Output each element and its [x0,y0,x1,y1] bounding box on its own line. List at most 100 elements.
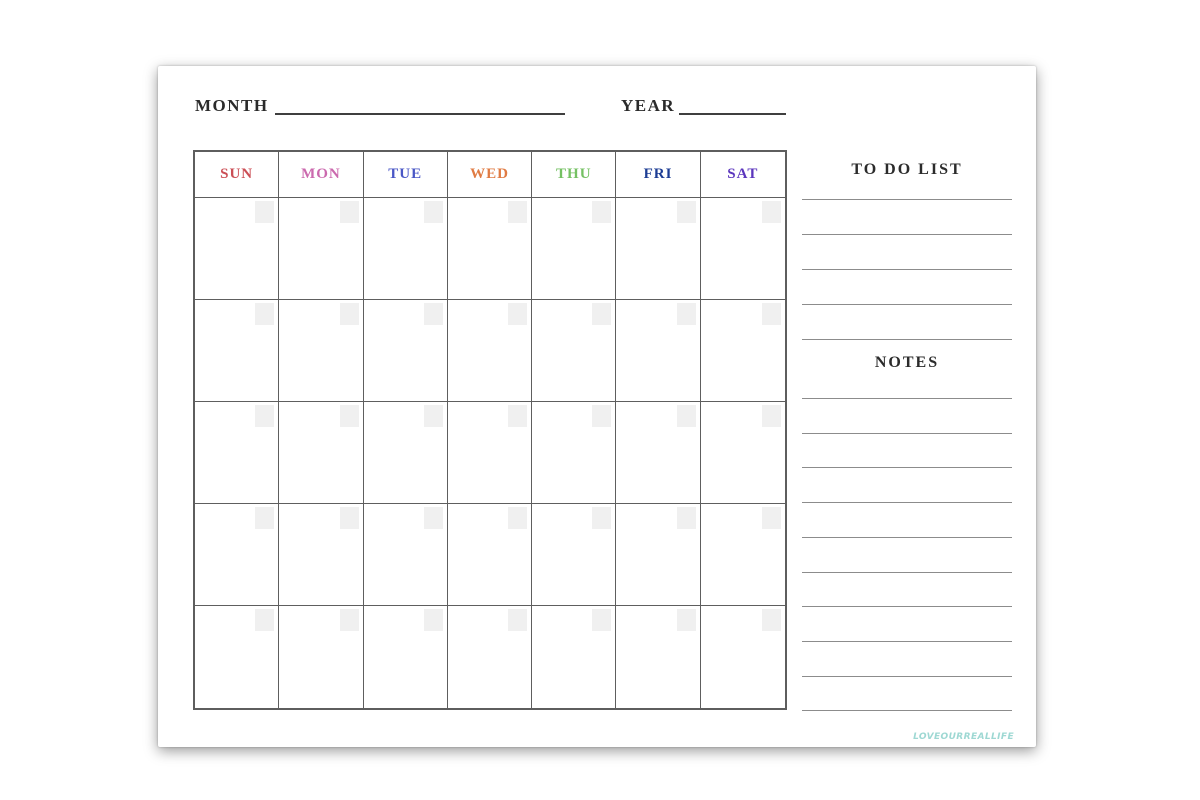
todo-line-4[interactable] [802,304,1012,305]
date-number-box [423,303,443,325]
calendar-grid: SUN MON TUE WED THU FRI SAT [193,150,787,710]
date-number-box [339,507,359,529]
date-number-box [508,201,528,223]
date-number-box [508,507,528,529]
calendar-cell-r2-c7[interactable] [700,300,785,402]
calendar-cell-r5-c7[interactable] [700,606,785,708]
day-header-sun: SUN [195,152,280,198]
calendar-cell-r5-c2[interactable] [279,606,364,708]
calendar-cell-r4-c3[interactable] [363,504,448,606]
date-number-box [761,507,781,529]
month-label: MONTH [195,96,269,115]
calendar-cell-r3-c2[interactable] [279,402,364,504]
calendar-cell-r3-c3[interactable] [363,402,448,504]
calendar-cell-r1-c2[interactable] [279,198,364,300]
calendar-cell-r5-c4[interactable] [447,606,533,708]
notes-line-5[interactable] [802,537,1012,538]
calendar-cell-r3-c1[interactable] [195,402,280,504]
todo-line-2[interactable] [802,234,1012,235]
date-number-box [676,609,696,631]
date-number-box [508,609,528,631]
notes-line-6[interactable] [802,572,1012,573]
day-header-wed: WED [447,152,533,198]
calendar-cell-r5-c5[interactable] [532,606,617,708]
calendar-page: MONTH YEAR SUN MON TUE WED THU FRI SAT TO DO L… [158,66,1036,747]
day-header-mon: MON [279,152,364,198]
calendar-cell-r4-c4[interactable] [447,504,533,606]
date-number-box [339,303,359,325]
calendar-cell-r5-c3[interactable] [363,606,448,708]
calendar-cell-r1-c7[interactable] [700,198,785,300]
notes-line-8[interactable] [802,641,1012,642]
date-number-box [508,303,528,325]
calendar-cell-r1-c3[interactable] [363,198,448,300]
date-number-box [592,405,612,427]
day-header-thu: THU [532,152,617,198]
date-number-box [255,303,275,325]
calendar-cell-r4-c2[interactable] [279,504,364,606]
todo-line-5[interactable] [802,339,1012,340]
day-header-fri: FRI [616,152,701,198]
date-number-box [255,405,275,427]
date-number-box [423,405,443,427]
month-input-line[interactable] [275,113,565,115]
date-number-box [423,201,443,223]
notes-title: NOTES [874,354,940,371]
todo-line-1[interactable] [802,199,1012,200]
calendar-cell-r4-c6[interactable] [616,504,701,606]
year-label: YEAR [621,96,676,115]
todo-line-3[interactable] [802,269,1012,270]
date-number-box [339,201,359,223]
notes-line-9[interactable] [802,676,1012,677]
calendar-cell-r3-c5[interactable] [532,402,617,504]
date-number-box [676,405,696,427]
notes-line-4[interactable] [802,502,1012,503]
date-number-box [255,609,275,631]
notes-line-2[interactable] [802,433,1012,434]
notes-line-3[interactable] [802,467,1012,468]
todo-list-title: TO DO LIST [851,161,963,178]
calendar-cell-r2-c5[interactable] [532,300,617,402]
date-number-box [592,303,612,325]
date-number-box [761,201,781,223]
notes-line-10[interactable] [802,710,1012,711]
calendar-cell-r1-c6[interactable] [616,198,701,300]
notes-line-7[interactable] [802,606,1012,607]
calendar-cell-r3-c7[interactable] [700,402,785,504]
date-number-box [592,201,612,223]
calendar-cell-r2-c2[interactable] [279,300,364,402]
day-header-tue: TUE [363,152,448,198]
calendar-cell-r1-c4[interactable] [447,198,533,300]
date-number-box [423,507,443,529]
calendar-cell-r1-c5[interactable] [532,198,617,300]
calendar-cell-r2-c1[interactable] [195,300,280,402]
date-number-box [761,609,781,631]
date-number-box [255,201,275,223]
sidebar: TO DO LIST NOTES [802,150,1012,711]
calendar-cell-r2-c3[interactable] [363,300,448,402]
calendar-cell-r4-c7[interactable] [700,504,785,606]
date-number-box [676,507,696,529]
date-number-box [592,507,612,529]
calendar-cell-r4-c1[interactable] [195,504,280,606]
year-input-line[interactable] [679,113,786,115]
calendar-cell-r3-c4[interactable] [447,402,533,504]
calendar-cell-r1-c1[interactable] [195,198,280,300]
calendar-cell-r2-c4[interactable] [447,300,533,402]
date-number-box [255,507,275,529]
day-header-sat: SAT [700,152,785,198]
date-number-box [423,609,443,631]
calendar-cell-r5-c1[interactable] [195,606,280,708]
date-number-box [339,609,359,631]
calendar-cell-r5-c6[interactable] [616,606,701,708]
date-number-box [676,201,696,223]
date-number-box [676,303,696,325]
calendar-cell-r2-c6[interactable] [616,300,701,402]
watermark-text: LOVEOURREALLIFE [913,732,1014,742]
calendar-cell-r4-c5[interactable] [532,504,617,606]
notes-line-1[interactable] [802,398,1012,399]
date-number-box [761,303,781,325]
date-number-box [592,609,612,631]
calendar-cell-r3-c6[interactable] [616,402,701,504]
date-number-box [508,405,528,427]
